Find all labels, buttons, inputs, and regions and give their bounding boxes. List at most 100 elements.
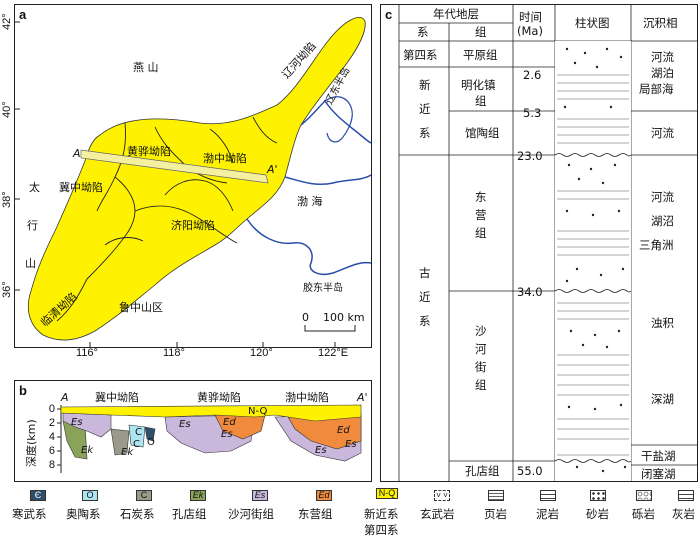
unit-es-west bbox=[62, 412, 112, 438]
group-guantao: 馆陶组 bbox=[465, 126, 500, 140]
legend-label-shale: 页岩 bbox=[484, 507, 507, 521]
lat-40: 40° bbox=[1, 101, 13, 118]
section-end-a-prime: A' bbox=[266, 163, 278, 176]
legend-symbol-mudstone bbox=[540, 490, 556, 501]
lat-36: 36° bbox=[1, 281, 13, 298]
group-pingyuan: 平原组 bbox=[463, 48, 498, 62]
basin-map: 0 100 km 燕 山 辽河坳陷 辽东半岛 黄骅坳陷 渤中坳陷 冀中坳陷 济阳… bbox=[15, 17, 372, 347]
header-column: 柱状图 bbox=[575, 16, 610, 30]
label-taihang-2: 行 bbox=[27, 219, 38, 232]
facies-7: 闭塞湖 bbox=[641, 467, 676, 481]
legend-label-dongying: 东营组 bbox=[298, 507, 333, 521]
depth-tick-2: 2 bbox=[49, 417, 55, 429]
panel-b-section: 0 2 4 6 8 深度(km) N-Q Ed Es Es Ek Ek C C … bbox=[14, 380, 372, 482]
label-taihang-1: 太 bbox=[29, 181, 40, 194]
system-neogene: 新近系 bbox=[419, 78, 431, 140]
lon-118: 118° bbox=[163, 347, 185, 359]
legend-symbol-dongying: Ed bbox=[316, 490, 332, 501]
label-huanghua: 黄骅坳陷 bbox=[127, 144, 171, 158]
group-dongying: 东营组 bbox=[475, 190, 487, 240]
age-55-0: 55.0 bbox=[517, 464, 543, 478]
legend-symbol-ordovician: O bbox=[82, 490, 98, 501]
panel-c-column: 年代地层 系 组 时间(Ma) 柱状图 沉积相 第四系 新近系 古近系 平原组 … bbox=[380, 4, 698, 482]
label-jiyang: 济阳坳陷 bbox=[171, 218, 215, 232]
panel-a-label: a bbox=[19, 7, 27, 22]
legend-symbol-cambrian: Є bbox=[30, 490, 46, 501]
legend-label-carboniferous: 石炭系 bbox=[120, 507, 155, 521]
system-quaternary: 第四系 bbox=[403, 48, 438, 62]
unit-label-c-1: C bbox=[135, 427, 142, 438]
section-region-jizhong: 冀中坳陷 bbox=[95, 390, 139, 404]
depth-tick-8: 8 bbox=[49, 459, 55, 471]
age-23-0: 23.0 bbox=[517, 149, 543, 163]
group-minghuazhen: 明化镇组 bbox=[461, 78, 496, 108]
unit-label-es-east-2: Es bbox=[345, 439, 357, 450]
panel-a-map: 0 100 km 燕 山 辽河坳陷 辽东半岛 黄骅坳陷 渤中坳陷 冀中坳陷 济阳… bbox=[14, 4, 372, 348]
section-end-a: A bbox=[72, 147, 81, 160]
unit-label-ek-1: Ek bbox=[81, 445, 94, 456]
facies-4: 浊积 bbox=[651, 316, 674, 330]
legend-label-basalt: 玄武岩 bbox=[420, 507, 455, 521]
lat-axis: 42° 40° 38° 36° bbox=[1, 13, 13, 298]
legend-symbol-conglomerate bbox=[636, 490, 652, 501]
legend-symbol-limestone bbox=[678, 490, 694, 501]
legend-label-ordovician: 奥陶系 bbox=[66, 507, 101, 521]
strat-column: 年代地层 系 组 时间(Ma) 柱状图 沉积相 第四系 新近系 古近系 平原组 … bbox=[398, 5, 697, 481]
scale-zero: 0 bbox=[302, 311, 309, 324]
legend-label-limestone: 灰岩 bbox=[672, 507, 695, 521]
unit-label-o: O bbox=[147, 437, 155, 448]
legend-symbol-carboniferous: C bbox=[136, 490, 152, 501]
section-end-a-prime-b: A' bbox=[356, 391, 368, 404]
panel-c-label: c bbox=[385, 7, 393, 22]
unit-label-ed-east: Ed bbox=[337, 425, 350, 436]
lithology-column bbox=[554, 41, 632, 481]
section-end-a-b: A bbox=[60, 391, 69, 404]
unit-label-es-2: Es bbox=[179, 419, 191, 430]
unit-label-ed-center: Ed bbox=[223, 417, 236, 428]
age-34-0: 34.0 bbox=[517, 285, 543, 299]
group-kongdian: 孔店组 bbox=[465, 464, 500, 478]
legend: Є 寒武系 O 奥陶系 C 石炭系 Ek 孔店组 Es 沙河街组 Ed 东营组 … bbox=[0, 484, 700, 546]
section-region-huanghua: 黄骅坳陷 bbox=[197, 390, 241, 404]
header-facies: 沉积相 bbox=[643, 16, 678, 30]
unit-c bbox=[110, 428, 130, 456]
facies-5: 深湖 bbox=[651, 392, 674, 406]
legend-label-shahejie: 沙河街组 bbox=[228, 507, 274, 521]
legend-symbol-shahejie: Es bbox=[252, 490, 268, 501]
label-jiaodong: 胶东半岛 bbox=[303, 281, 343, 294]
depth-tick-0: 0 bbox=[49, 403, 55, 415]
legend-symbol-shale bbox=[488, 490, 504, 501]
unit-nq bbox=[60, 404, 362, 422]
header-group: 组 bbox=[475, 25, 487, 39]
depth-tick-6: 6 bbox=[49, 445, 55, 457]
facies-3: 河流湖沼三角洲 bbox=[639, 190, 674, 252]
lon-122: 122°E bbox=[318, 347, 349, 359]
unit-label-c-2: C bbox=[133, 439, 140, 450]
legend-symbol-basalt: ˅ ˅ bbox=[434, 490, 450, 501]
lon-116: 116° bbox=[76, 347, 98, 359]
legend-symbol-kongdian: Ek bbox=[190, 490, 206, 501]
unit-o bbox=[128, 424, 146, 448]
liaodong-peninsula-coast bbox=[324, 96, 353, 143]
facies-2: 河流 bbox=[651, 126, 674, 140]
label-taihang-3: 山 bbox=[25, 257, 36, 270]
legend-label-kongdian: 孔店组 bbox=[172, 507, 207, 521]
legend-label-sandstone: 砂岩 bbox=[586, 507, 609, 521]
header-strata: 年代地层 bbox=[433, 7, 479, 21]
label-bohai: 渤 海 bbox=[297, 194, 323, 208]
system-paleogene: 古近系 bbox=[419, 266, 431, 328]
unit-label-es-east: Es bbox=[315, 445, 327, 456]
group-shahejie: 沙河街组 bbox=[475, 324, 487, 392]
section-line-band bbox=[80, 149, 269, 184]
legend-symbol-sandstone bbox=[590, 490, 606, 501]
legend-label-conglomerate: 砾岩 bbox=[632, 507, 655, 521]
label-bozhong: 渤中坳陷 bbox=[203, 151, 247, 165]
label-jizhong: 冀中坳陷 bbox=[59, 180, 103, 194]
bohai-bay-basin-outline bbox=[27, 17, 366, 341]
lon-120: 120° bbox=[250, 347, 273, 359]
unit-label-es-center: Es bbox=[221, 429, 233, 440]
coastline bbox=[246, 99, 372, 275]
legend-label-nq: 新近系 第四系 bbox=[364, 507, 399, 537]
depth-tick-4: 4 bbox=[49, 431, 55, 443]
age-2-6: 2.6 bbox=[523, 68, 541, 82]
